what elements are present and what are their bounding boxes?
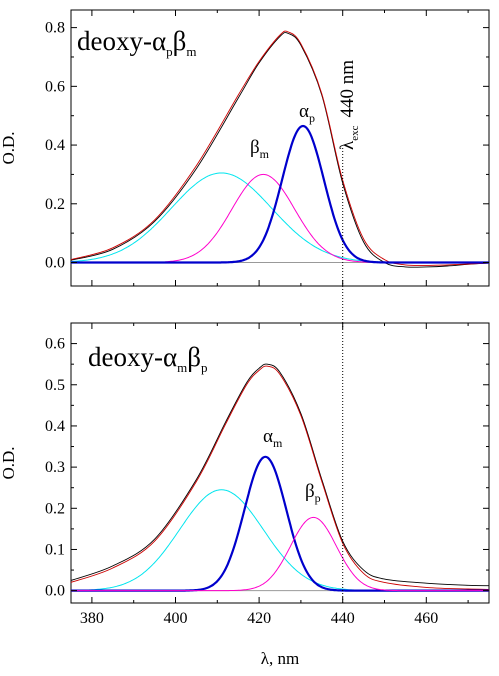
series-total-fit xyxy=(70,365,490,590)
excitation-label: λexc440 nm xyxy=(337,60,361,150)
series-total-data xyxy=(70,363,490,587)
beta-m-label: βm xyxy=(250,137,270,161)
y-axis-label-top: O.D. xyxy=(0,131,18,164)
x-tick-label: 380 xyxy=(80,610,104,627)
series-total-data xyxy=(70,32,490,268)
y-tick-label: 0.3 xyxy=(45,459,65,476)
alpha-m-label: αm xyxy=(263,426,283,450)
curves-bottom xyxy=(70,363,490,592)
beta-p-label: βp xyxy=(305,481,321,505)
series-alpha_p xyxy=(71,124,489,264)
y-tick-label: 0.4 xyxy=(45,137,65,154)
y-tick-label: 0.6 xyxy=(45,78,65,95)
series-alpha_m xyxy=(71,455,489,592)
plot-frame-bottom xyxy=(70,322,490,604)
x-tick-label: 420 xyxy=(247,610,271,627)
x-tick-label: 460 xyxy=(414,610,438,627)
curves-top xyxy=(70,30,490,268)
y-tick-label: 0.1 xyxy=(45,541,65,558)
ticks-top: 0.0 0.2 0.4 0.6 0.8 xyxy=(45,10,489,286)
series-broad xyxy=(71,489,489,592)
panel-bottom: 0.0 0.1 0.2 0.3 0.4 0.5 0.6 380 400 420 440 460 O.D… xyxy=(0,322,490,668)
y-tick-label: 0.6 xyxy=(45,336,65,353)
panel-title-bottom: deoxy-αmβp xyxy=(88,342,208,375)
plot-frame-top xyxy=(70,9,490,287)
x-tick-label: 440 xyxy=(331,610,355,627)
alpha-p-label: αp xyxy=(299,101,315,125)
y-tick-label: 0.8 xyxy=(45,20,65,37)
series-total-fit xyxy=(70,30,490,266)
y-tick-label: 0.2 xyxy=(45,196,65,213)
ticks-bottom: 0.0 0.1 0.2 0.3 0.4 0.5 0.6 380 400 420 440 460 xyxy=(45,322,489,627)
y-tick-label: 0.5 xyxy=(45,377,65,394)
x-axis-label: λ, nm xyxy=(261,649,299,668)
y-tick-label: 0.2 xyxy=(45,500,65,517)
panel-top: 0.0 0.2 0.4 0.6 0.8 O.D. deoxy-αpβm αp βm λe… xyxy=(0,9,490,287)
y-tick-label: 0.0 xyxy=(45,255,65,272)
y-axis-label-bottom: O.D. xyxy=(0,446,18,479)
panel-title-top: deoxy-αpβm xyxy=(77,26,197,59)
series-beta_p xyxy=(71,516,489,592)
y-tick-label: 0.4 xyxy=(45,418,65,435)
x-tick-label: 400 xyxy=(164,610,188,627)
y-tick-label: 0.0 xyxy=(45,583,65,600)
